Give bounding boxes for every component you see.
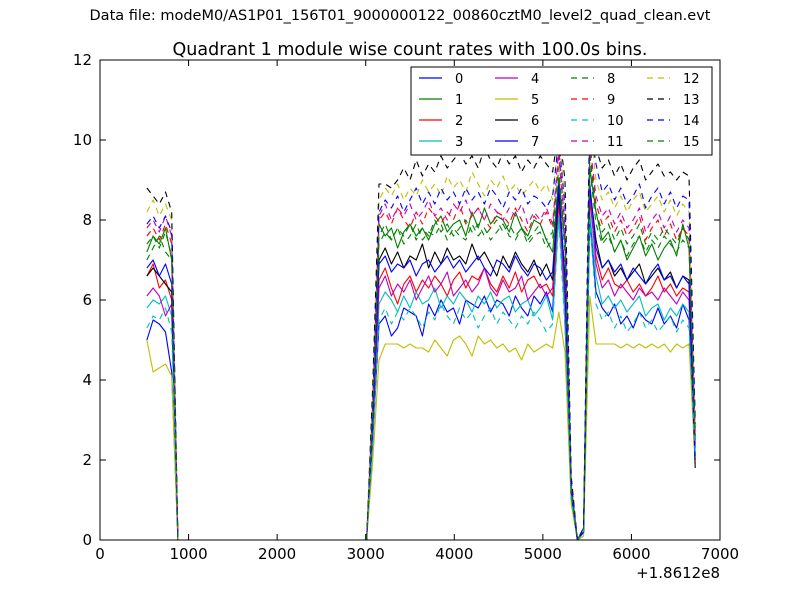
legend-label-15: 15	[683, 135, 700, 150]
series-line-13	[146, 99, 696, 541]
legend-label-4: 4	[531, 72, 539, 87]
x-tick-label: 3000	[347, 545, 385, 563]
x-tick-label: 0	[95, 545, 105, 563]
series-line-3	[146, 211, 696, 541]
series-layer	[146, 99, 696, 541]
y-tick-label: 10	[73, 131, 92, 149]
series-line-4	[146, 191, 696, 541]
legend-label-12: 12	[683, 72, 700, 87]
legend-label-6: 6	[531, 114, 539, 129]
series-line-9	[146, 151, 696, 541]
legend-box	[410, 66, 713, 156]
y-tick-label: 0	[82, 531, 92, 549]
legend-label-13: 13	[683, 93, 700, 108]
series-line-0	[146, 187, 696, 541]
legend-label-2: 2	[455, 114, 463, 129]
legend-label-9: 9	[607, 93, 615, 108]
x-tick-label: 5000	[524, 545, 562, 563]
legend-label-1: 1	[455, 93, 463, 108]
y-tick-label: 8	[82, 211, 92, 229]
legend-label-7: 7	[531, 135, 539, 150]
series-line-2	[146, 199, 696, 541]
x-tick-label: 6000	[612, 545, 650, 563]
legend-label-8: 8	[607, 72, 615, 87]
chart-title: Quadrant 1 module wise count rates with …	[173, 40, 648, 60]
x-tick-label: 2000	[258, 545, 296, 563]
series-line-5	[146, 295, 696, 541]
x-offset-label: +1.8612e8	[636, 564, 720, 582]
series-line-15	[146, 155, 696, 541]
series-line-8	[146, 167, 696, 541]
series-line-11	[146, 143, 696, 541]
legend-label-14: 14	[683, 114, 700, 129]
x-tick-label: 4000	[435, 545, 473, 563]
x-tick-label: 1000	[169, 545, 207, 563]
legend-label-0: 0	[455, 72, 463, 87]
y-tick-label: 6	[82, 291, 92, 309]
legend-label-5: 5	[531, 93, 539, 108]
y-tick-label: 12	[73, 51, 92, 69]
legend-label-11: 11	[607, 135, 624, 150]
y-tick-label: 4	[82, 371, 92, 389]
y-tick-label: 2	[82, 451, 92, 469]
series-line-14	[146, 123, 696, 541]
x-tick-label: 7000	[701, 545, 739, 563]
legend-label-3: 3	[455, 135, 463, 150]
legend-label-10: 10	[607, 114, 624, 129]
series-line-7	[146, 183, 696, 541]
figure-suptitle: Data file: modeM0/AS1P01_156T01_90000001…	[89, 8, 711, 24]
series-line-1	[146, 167, 696, 541]
series-line-6	[146, 187, 696, 541]
